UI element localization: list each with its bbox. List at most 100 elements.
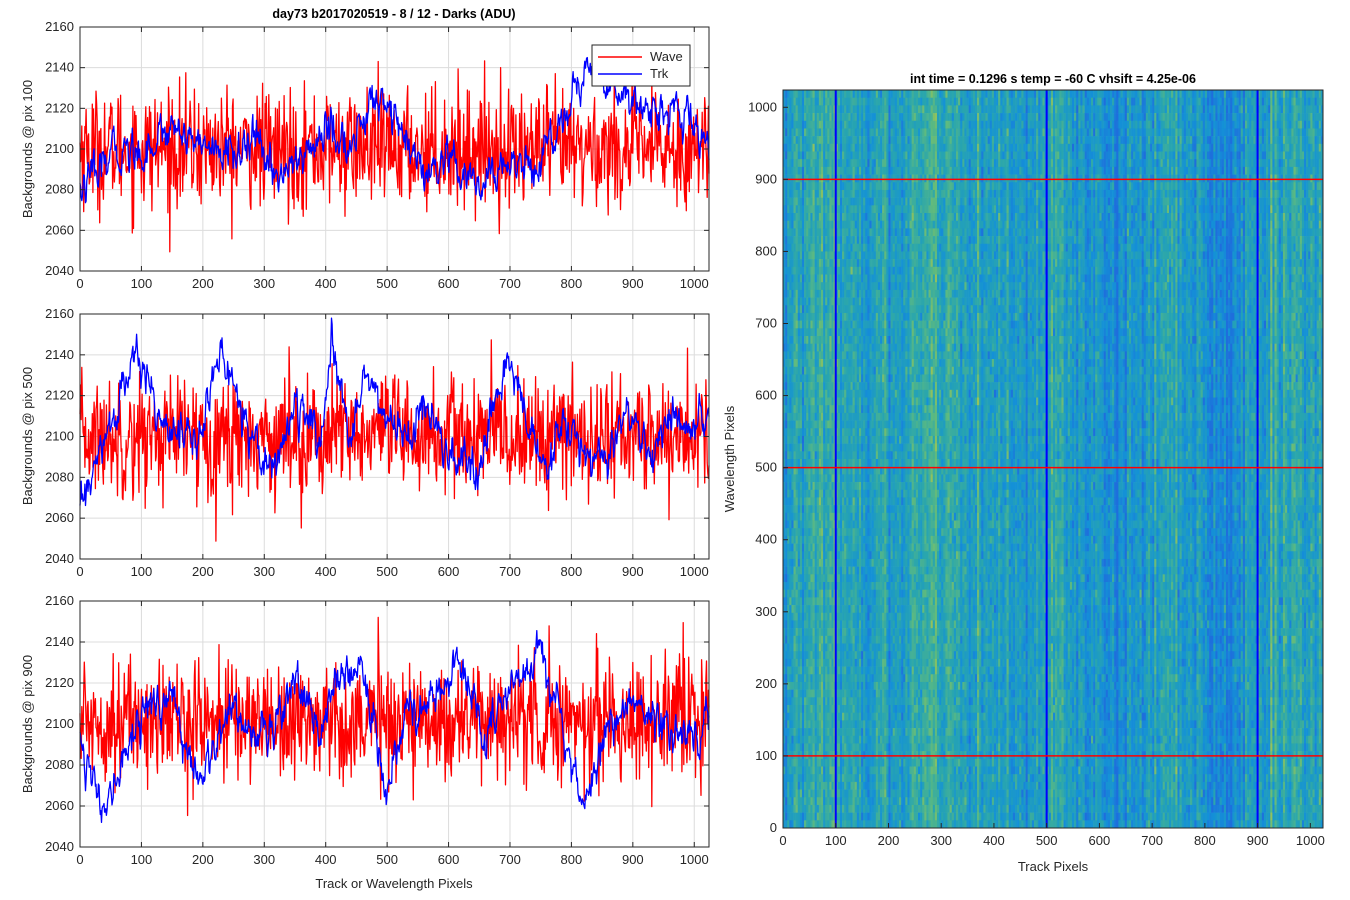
heatmap-cell — [791, 128, 794, 137]
heatmap-cell — [867, 374, 870, 383]
heatmap-cell — [793, 343, 796, 352]
heatmap-cell — [808, 474, 811, 483]
heatmap-cell — [806, 251, 809, 260]
heatmap-cell — [869, 543, 872, 552]
heatmap-cell — [797, 758, 801, 767]
heatmap-cell — [827, 535, 830, 544]
heatmap-cell — [848, 489, 851, 498]
heatmap-cell — [831, 397, 834, 406]
heatmap-cell — [797, 251, 801, 260]
heatmap-cell — [806, 236, 809, 245]
heatmap-cell — [856, 489, 860, 498]
heatmap-cell — [846, 174, 849, 183]
heatmap-cell — [787, 320, 790, 329]
heatmap-cell — [858, 389, 862, 398]
heatmap-cell — [856, 612, 860, 621]
x-tick-label: 700 — [499, 564, 521, 579]
heatmap-cell — [835, 789, 839, 798]
heatmap-cell — [818, 351, 822, 360]
heatmap-cell — [795, 405, 799, 414]
heatmap-cell — [863, 582, 866, 590]
heatmap-cell — [793, 535, 796, 544]
heatmap-cell — [844, 274, 847, 283]
heatmap-cell — [871, 236, 874, 245]
heatmap-cell — [783, 259, 786, 268]
heatmap-cell — [820, 412, 824, 421]
plot-pix-900: 0 100 200 300 400 500 600 700 800 900 100020402060… — [20, 593, 710, 891]
heatmap-cell — [818, 589, 822, 598]
heatmap-cell — [854, 220, 858, 229]
heatmap-cell — [816, 505, 820, 514]
heatmap-cell — [882, 474, 885, 483]
heatmap-cell — [839, 336, 843, 344]
heatmap-cell — [808, 328, 811, 337]
heatmap-cell — [793, 174, 796, 183]
heatmap-cell — [842, 97, 845, 106]
heatmap-cell — [850, 597, 853, 606]
heatmap-cell — [869, 336, 872, 344]
heatmap-cell — [810, 351, 813, 360]
heatmap-cell — [861, 451, 864, 460]
heatmap-cell — [873, 366, 877, 375]
heatmap-cell — [783, 297, 786, 306]
heatmap-cell — [835, 382, 839, 391]
heatmap-cell — [791, 582, 794, 590]
heatmap-cell — [785, 159, 788, 168]
heatmap-cell — [877, 428, 881, 437]
heatmap-cell — [829, 105, 832, 114]
heatmap-cell — [884, 751, 887, 760]
heatmap-cell — [884, 758, 887, 767]
heatmap-cell — [850, 505, 853, 514]
heatmap-cell — [829, 428, 832, 437]
heatmap-cell — [844, 597, 847, 606]
heatmap-cell — [783, 428, 786, 437]
heatmap-cell — [835, 266, 839, 275]
heatmap-cell — [799, 382, 803, 391]
heatmap-cell — [880, 113, 883, 122]
heatmap-cell — [789, 90, 792, 98]
heatmap-cell — [823, 459, 826, 467]
heatmap-cell — [814, 474, 818, 483]
heatmap-cell — [867, 635, 870, 644]
heatmap-cell — [801, 666, 805, 675]
heatmap-cell — [858, 651, 862, 660]
heatmap-cell — [810, 751, 813, 760]
heatmap-cell — [871, 712, 874, 721]
heatmap-cell — [785, 597, 788, 606]
heatmap-cell — [791, 543, 794, 552]
heatmap-cell — [793, 105, 796, 114]
heatmap-cell — [793, 635, 796, 644]
heatmap-cell — [810, 136, 813, 145]
heatmap-cell — [837, 90, 841, 98]
heatmap-cell — [785, 774, 788, 783]
heatmap-cell — [795, 597, 799, 606]
heatmap-cell — [806, 804, 809, 813]
heatmap-cell — [837, 720, 841, 729]
heatmap-cell — [861, 551, 864, 560]
heatmap-cell — [882, 151, 885, 160]
heatmap-cell — [810, 528, 813, 537]
heatmap-cell — [848, 520, 851, 529]
heatmap-cell — [867, 90, 870, 98]
heatmap-cell — [820, 797, 824, 806]
heatmap-cell — [858, 166, 862, 175]
heatmap-cell — [831, 681, 834, 690]
heatmap-cell — [861, 359, 864, 368]
heatmap-cell — [854, 689, 858, 698]
heatmap-cell — [835, 620, 839, 629]
heatmap-cell — [882, 312, 885, 321]
heatmap-cell — [797, 589, 801, 598]
y-tick-label: 2040 — [45, 839, 74, 854]
heatmap-cell — [793, 774, 796, 783]
heatmap-cell — [793, 282, 796, 291]
heatmap-cell — [875, 359, 879, 368]
heatmap-cell — [867, 597, 870, 606]
heatmap-cell — [799, 681, 803, 690]
heatmap-cell — [812, 674, 815, 683]
heatmap-cell — [846, 658, 849, 667]
heatmap-cell — [837, 605, 841, 614]
heatmap-cell — [808, 412, 811, 421]
heatmap-cell — [820, 143, 824, 152]
heatmap-cell — [787, 535, 790, 544]
heatmap-cell — [856, 466, 860, 475]
